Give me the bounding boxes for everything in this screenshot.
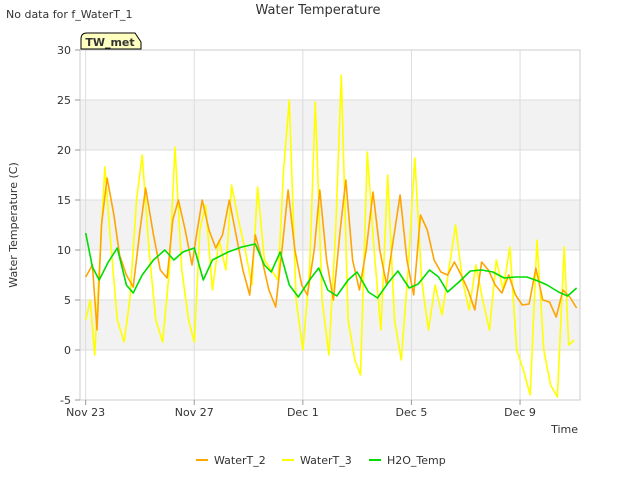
y-tick-label: 20 — [57, 144, 71, 157]
tw-met-badge: TW_met — [80, 32, 142, 50]
background-band — [80, 100, 580, 150]
y-tick-label: 25 — [57, 94, 71, 107]
x-axis-ticks: Nov 23 Nov 27 Dec 1 Dec 5 Dec 9 — [66, 400, 536, 419]
x-axis-label: Time — [550, 423, 578, 436]
y-tick-label: 10 — [57, 244, 71, 257]
x-tick-label: Dec 9 — [504, 406, 536, 419]
background-band — [80, 200, 580, 250]
y-axis-label: Water Temperature (C) — [7, 162, 20, 287]
x-tick-label: Dec 1 — [287, 406, 319, 419]
badge-shape — [80, 32, 142, 50]
legend-item-watert-3: WaterT_3 — [282, 454, 352, 467]
x-tick-label: Nov 27 — [175, 406, 214, 419]
badge-label: TW_met — [85, 36, 134, 49]
y-axis-ticks: -5 0 5 10 15 20 25 30 — [57, 44, 80, 407]
y-tick-label: 30 — [57, 44, 71, 57]
y-tick-label: 5 — [64, 294, 71, 307]
x-tick-label: Dec 5 — [396, 406, 428, 419]
plot-frame — [79, 49, 581, 401]
legend-item-h2o-temp: H2O_Temp — [369, 454, 446, 467]
y-tick-label: 15 — [57, 194, 71, 207]
no-data-note: No data for f_WaterT_1 — [6, 8, 132, 21]
legend-label: H2O_Temp — [387, 454, 446, 467]
legend-label: WaterT_2 — [214, 454, 266, 467]
series-line-watert-2 — [85, 177, 578, 331]
legend-label: WaterT_3 — [300, 454, 352, 467]
legend: WaterT_2 WaterT_3 H2O_Temp — [196, 454, 446, 467]
series-layer — [84, 74, 578, 398]
x-tick-label: Nov 23 — [66, 406, 105, 419]
series-line-h2o-temp — [84, 232, 578, 299]
legend-item-watert-2: WaterT_2 — [196, 454, 266, 467]
series-line-watert-3 — [84, 74, 575, 398]
y-tick-label: -5 — [60, 394, 71, 407]
chart-title: Water Temperature — [256, 3, 381, 18]
y-tick-label: 0 — [64, 344, 71, 357]
